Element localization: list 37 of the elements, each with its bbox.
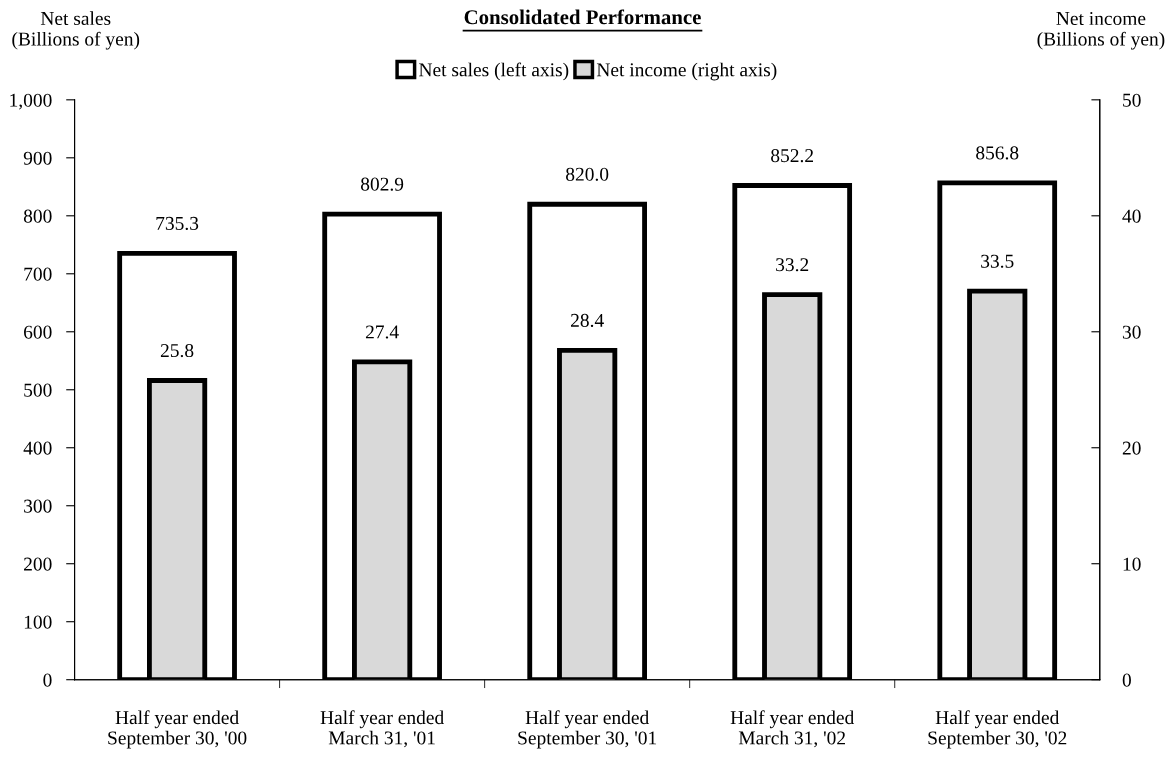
- y-tick-label: 900: [23, 151, 52, 165]
- y2-tick-label: 10: [1123, 557, 1141, 571]
- y-tick-label: 300: [24, 499, 52, 513]
- y-tick-label: 1,000: [10, 93, 52, 110]
- legend-label: Net sales (left axis): [419, 62, 569, 81]
- data-label: 802.9: [360, 177, 404, 191]
- x-tick-label: Half year ended September 30, '01: [518, 710, 657, 749]
- y2-tick-label: 0: [1122, 673, 1131, 687]
- data-label: 856.8: [976, 146, 1019, 160]
- data-label: 28.4: [571, 313, 604, 328]
- x-tick-label: Half year ended March 31, '01: [320, 710, 444, 748]
- y-tick-label: 0: [43, 673, 52, 687]
- legend-label: Net income (right axis): [596, 62, 777, 81]
- data-label: 27.4: [365, 325, 399, 339]
- y-tick-label: 600: [24, 325, 52, 339]
- y-tick-label: 700: [24, 267, 52, 281]
- y2-tick-label: 40: [1122, 209, 1141, 223]
- y-tick-label: 400: [23, 441, 52, 455]
- x-tick-label: Half year ended March 31, '02: [730, 710, 855, 748]
- data-label: 25.8: [160, 343, 194, 358]
- y2-axis-title: Net income (Billions of yen): [1037, 11, 1165, 50]
- y-tick-label: 800: [23, 209, 52, 223]
- y-tick-label: 200: [24, 557, 52, 571]
- y-tick-label: 500: [24, 383, 52, 397]
- y-axis-title: Net sales (Billions of yen): [12, 11, 140, 50]
- data-label: 735.3: [156, 216, 199, 231]
- y-tick-label: 100: [24, 615, 52, 629]
- chart-title: Consolidated Performance: [464, 9, 701, 25]
- y2-tick-label: 50: [1123, 93, 1141, 107]
- x-tick-label: Half year ended September 30, '00: [108, 710, 247, 749]
- data-label: 33.5: [981, 254, 1014, 268]
- x-tick-label: Half year ended September 30, '02: [928, 710, 1067, 749]
- data-label: 820.0: [566, 167, 609, 181]
- data-label: 852.2: [771, 149, 813, 163]
- y2-tick-label: 30: [1122, 325, 1141, 339]
- data-label: 33.2: [776, 258, 809, 272]
- y2-tick-label: 20: [1122, 441, 1141, 455]
